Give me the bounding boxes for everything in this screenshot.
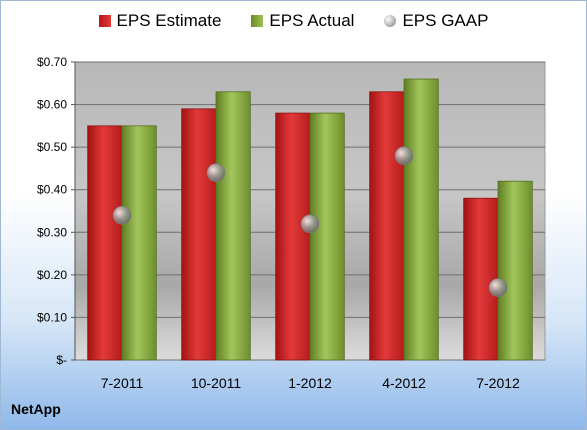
legend-swatch-eps-gaap [384,15,397,27]
bar-eps-actual [497,180,533,361]
legend: EPS Estimate EPS Actual EPS GAAP [1,11,586,31]
bar-eps-estimate [181,108,217,361]
legend-item-eps-actual: EPS Actual [251,11,354,31]
x-tick-label: 4-2012 [382,375,426,391]
bar-eps-actual [403,78,439,361]
legend-item-eps-gaap: EPS GAAP [384,11,488,31]
bar-eps-actual [309,112,345,361]
y-tick-label: $0.70 [37,55,67,69]
x-tick-label: 1-2012 [288,375,332,391]
legend-item-eps-estimate: EPS Estimate [98,11,222,31]
y-tick-label: $0.50 [37,140,67,154]
bar-eps-estimate [369,91,405,361]
y-tick-label: $0.10 [37,310,67,324]
bar-eps-estimate [463,197,499,361]
x-tick-label: 10-2011 [191,375,242,391]
y-tick-label: $0.40 [37,183,67,197]
legend-label-eps-actual: EPS Actual [269,11,355,30]
legend-label-eps-gaap: EPS GAAP [402,11,489,30]
marker-eps-gaap [206,163,226,182]
legend-swatch-eps-estimate [98,15,111,27]
company-name: NetApp [11,401,61,417]
bar-eps-actual [121,125,157,361]
bar-eps-actual [215,91,251,361]
y-tick-label: $- [56,353,67,367]
marker-eps-gaap [488,278,508,297]
y-tick-label: $0.20 [37,268,67,282]
legend-swatch-eps-actual [251,15,264,27]
marker-eps-gaap [112,205,132,225]
legend-label-eps-estimate: EPS Estimate [116,11,222,30]
bar-eps-estimate [87,125,123,361]
y-tick-label: $0.60 [37,98,67,112]
x-tick-label: 7-2011 [101,375,144,391]
marker-eps-gaap [300,214,320,234]
bar-eps-estimate [275,112,311,361]
x-tick-label: 7-2012 [476,375,520,391]
marker-eps-gaap [394,146,414,165]
y-tick-label: $0.30 [37,225,67,239]
